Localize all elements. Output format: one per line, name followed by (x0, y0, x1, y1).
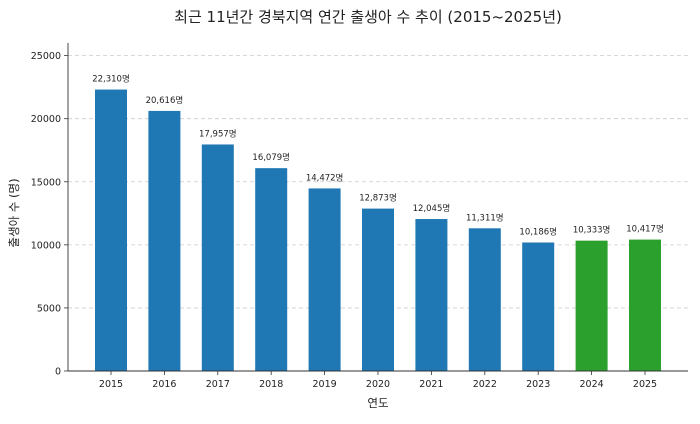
y-tick-label: 15000 (31, 177, 61, 188)
bars (95, 89, 661, 371)
data-label-2024: 10,333명 (573, 225, 611, 236)
data-label-2023: 10,186명 (519, 226, 557, 237)
data-label-2018: 16,079명 (252, 152, 290, 163)
bar-2015 (95, 89, 127, 371)
data-label-2019: 14,472명 (306, 172, 344, 183)
y-axis-ticks: 0 5000 10000 15000 20000 25000 (31, 51, 68, 378)
bar-2017 (201, 144, 234, 371)
x-tick-label-2023: 2023 (526, 379, 550, 390)
x-tick-label-2025: 2025 (633, 379, 657, 390)
y-tick-label: 5000 (37, 303, 61, 314)
y-tick-label: 0 (55, 367, 61, 378)
bar-2021 (415, 219, 448, 371)
y-axis-title: 출생아 수 (명) (7, 178, 21, 247)
bar-2019 (308, 188, 341, 371)
y-tick-label: 10000 (31, 240, 61, 251)
x-axis-title: 연도 (367, 396, 388, 410)
data-label-2020: 12,873명 (359, 193, 397, 204)
x-tick-label-2019: 2019 (313, 379, 337, 390)
x-tick-label-2017: 2017 (206, 379, 230, 390)
x-axis-ticks: 2015 2016 2017 2018 2019 2020 2021 2022 2023 2024… (99, 371, 657, 390)
data-label-2022: 11,311명 (466, 212, 504, 223)
x-tick-label-2020: 2020 (366, 379, 390, 390)
bar-2018 (255, 168, 288, 371)
x-tick-label-2022: 2022 (473, 379, 497, 390)
bar-2016 (148, 110, 181, 371)
data-label-2015: 22,310명 (92, 74, 130, 85)
data-label-2016: 20,616명 (146, 95, 184, 106)
data-label-2017: 17,957명 (199, 128, 237, 139)
bar-2020 (362, 208, 394, 371)
bar-2025 (629, 239, 661, 371)
x-tick-label-2015: 2015 (99, 379, 123, 390)
x-tick-label-2016: 2016 (152, 379, 176, 390)
x-tick-label-2024: 2024 (580, 379, 604, 390)
data-labels: 22,310명 20,616명 17,957명 16,079명 14,472명 12,87… (92, 74, 664, 238)
bar-2022 (468, 228, 501, 371)
y-tick-label: 20000 (31, 114, 61, 125)
x-tick-label-2018: 2018 (259, 379, 283, 390)
data-label-2021: 12,045명 (413, 203, 451, 214)
bar-2024 (575, 240, 608, 371)
y-tick-label: 25000 (31, 51, 61, 62)
bar-2023 (522, 242, 555, 371)
x-tick-label-2021: 2021 (419, 379, 443, 390)
chart-title: 최근 11년간 경북지역 연간 출생아 수 추이 (2015~2025년) (174, 8, 562, 26)
data-label-2025: 10,417명 (626, 224, 664, 235)
